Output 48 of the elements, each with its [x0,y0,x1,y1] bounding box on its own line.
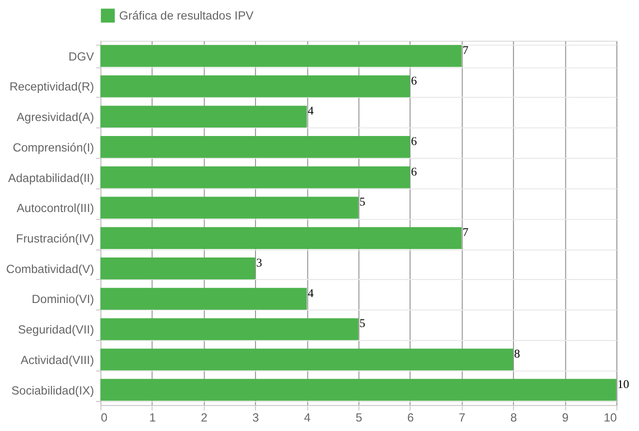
bar [100,106,307,128]
data-label: 5 [359,316,366,330]
data-label: 7 [462,225,469,240]
data-label: 4 [308,104,314,118]
bar [100,257,256,280]
bar [100,227,462,249]
y-tick-label: Frustración(IV) [16,231,94,246]
data-label: 6 [410,134,417,148]
x-tick-label: 5 [356,410,363,424]
bar [100,348,514,370]
x-tick-label: 10 [604,410,618,424]
y-tick-label: Seguridad(VII) [18,322,94,337]
data-label: 10 [617,376,630,391]
y-tick-label: Agresividad(A) [16,110,94,124]
data-label: 7 [462,42,469,57]
x-tick-label: 9 [562,410,569,424]
y-tick-label: Autocontrol(III) [16,201,94,216]
y-tick-label: Actividad(VIII) [20,352,94,367]
x-tick-label: 8 [510,410,518,424]
data-label: 6 [410,164,417,178]
x-tick-label: 2 [200,410,208,424]
bar [100,75,410,98]
y-tick-label: Adaptabilidad(II) [8,170,94,185]
data-label: 3 [256,255,262,270]
y-tick-label: DGV [68,49,94,64]
legend-label: Gráfica de resultados IPV [119,8,254,23]
x-tick-label: 6 [407,410,414,424]
x-tick-label: 4 [304,410,312,424]
bar [100,288,307,310]
y-tick-label: Comprensión(I) [12,140,94,154]
bar [100,196,358,219]
x-tick-label: 3 [252,410,260,424]
y-tick-label: Combatividad(V) [6,262,94,276]
data-label: 5 [359,194,366,209]
x-tick-label: 1 [149,410,156,424]
data-label: 4 [308,286,314,300]
y-tick-label: Dominio(VI) [32,292,94,306]
data-label: 8 [514,346,520,361]
x-tick-label: 0 [100,410,108,424]
data-label: 6 [410,73,417,88]
bar [100,136,410,158]
y-tick-label: Receptividad(R) [9,80,94,94]
bar [100,166,410,188]
x-tick-label: 7 [458,410,466,424]
bar [100,44,462,67]
bar [100,378,616,401]
bar [100,318,358,340]
y-tick-label: Sociabilidad(IX) [11,383,94,398]
